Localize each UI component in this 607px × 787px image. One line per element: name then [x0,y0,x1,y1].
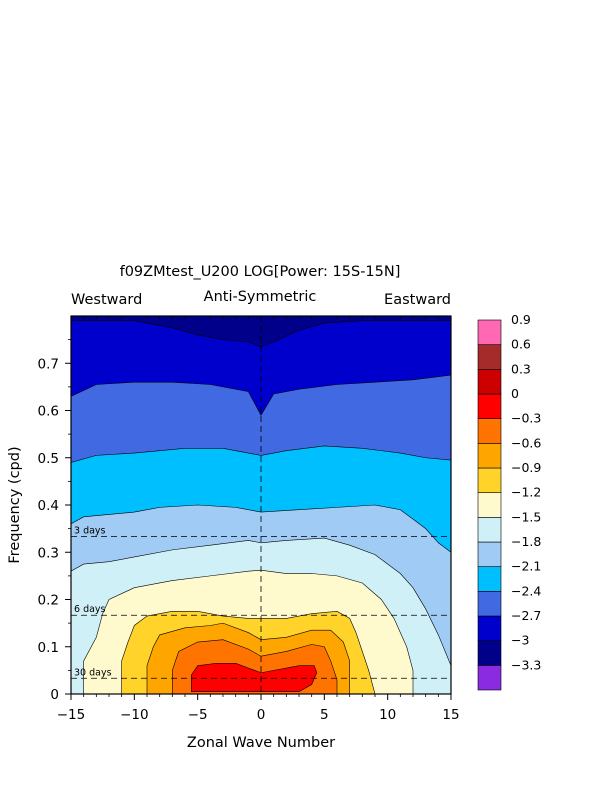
x-tick-label: 15 [442,707,459,723]
colorbar-label: 0.3 [511,361,531,376]
period-line-label: 6 days [74,604,106,615]
colorbar-swatch [477,369,502,395]
colorbar-label: −1.8 [511,534,541,549]
colorbar-label: −3.3 [511,657,541,672]
colorbar-label: −2.1 [511,559,541,574]
y-tick-label: 0.3 [38,545,59,561]
y-tick-label: 0.2 [38,593,59,609]
colorbar-swatch [477,467,502,493]
colorbar-label: 0 [511,386,519,401]
colorbar-swatch [477,492,502,518]
colorbar-label: 0.6 [511,337,531,352]
colorbar-swatch [477,393,502,419]
period-line-label: 3 days [74,526,106,537]
x-tick-label: 0 [257,707,266,723]
colorbar-swatch [477,640,502,666]
colorbar-swatch [477,591,502,617]
y-tick-label: 0 [50,687,59,703]
y-axis-label: Frequency (cpd) [7,446,23,563]
colorbar-label: −3 [511,633,529,648]
x-tick-label: 5 [320,707,329,723]
colorbar-swatch [477,566,502,592]
period-line-label: 30 days [74,667,112,678]
colorbar-label: −1.2 [511,485,541,500]
contour-plot-area [71,316,451,694]
colorbar-label: −0.9 [511,460,541,475]
colorbar-swatch [477,517,502,543]
westward-label: Westward [71,292,142,308]
x-tick-label: −5 [188,707,208,723]
x-tick-label: −10 [120,707,149,723]
colorbar-swatch [477,344,502,370]
eastward-label: Eastward [384,292,451,308]
period-reference-lines: 3 days 6 days 30 days [71,526,451,679]
contour-region [191,662,318,692]
x-tick-label: −15 [57,707,86,723]
colorbar-swatch [477,443,502,469]
y-tick-label: 0.7 [38,356,59,372]
y-tick-label: 0.1 [38,640,59,656]
colorbar-label: −0.3 [511,411,541,426]
chart-title: f09ZMtest_U200 LOG[Power: 15S-15N] [120,264,401,280]
colorbar-label: −2.4 [511,583,541,598]
colorbar-label: 0.9 [511,312,531,327]
colorbar-label: −1.5 [511,509,541,524]
colorbar-label: −0.6 [511,435,541,450]
y-tick-label: 0.5 [38,451,59,467]
colorbar-swatch [477,541,502,567]
colorbar-swatch [477,665,502,691]
x-axis-label: Zonal Wave Number [187,735,335,751]
colorbar: −3.3 −3 −2.7 −2.4 −2.1 −1.8 −1.5 −1.2 −0.9 −0.6 −0… [477,312,541,691]
colorbar-swatch [477,615,502,641]
chart-subtitle: Anti-Symmetric [204,289,317,305]
colorbar-label: −2.7 [511,608,541,623]
colorbar-swatch [477,418,502,444]
colorbar-swatch [477,319,502,345]
y-tick-label: 0.6 [38,404,59,420]
plot-axes: −15 −10 −5 0 5 10 15 0 0.1 0.2 0.3 0.4 0.5 0.6 0.7 [38,316,460,723]
x-tick-label: 10 [379,707,396,723]
y-tick-label: 0.4 [38,498,59,514]
